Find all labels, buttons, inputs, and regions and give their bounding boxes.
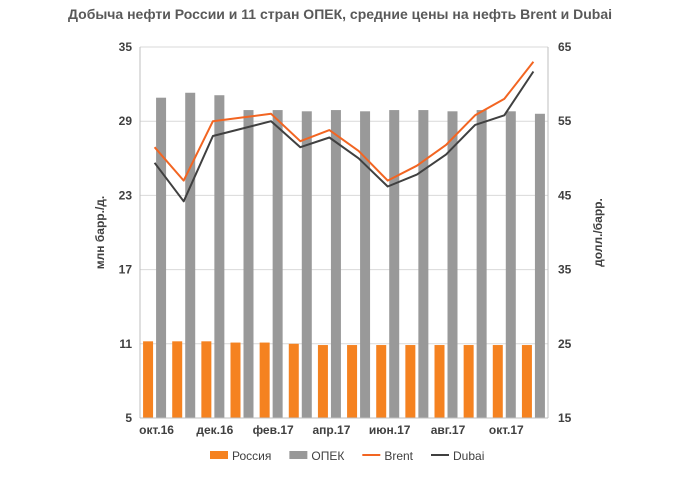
- legend-swatch-Россия: [210, 451, 228, 459]
- line-Brent: [153, 61, 535, 182]
- bar-ОПЕК: [301, 111, 312, 418]
- y-tick-label: 17: [119, 263, 133, 277]
- y2-tick-label: 35: [558, 263, 572, 277]
- legend-label-Россия: Россия: [232, 449, 271, 463]
- bar-ОПЕК: [272, 110, 283, 418]
- y-tick-label: 35: [119, 40, 133, 54]
- y2-tick-label: 65: [558, 40, 572, 54]
- bar-Россия: [347, 345, 358, 418]
- y-tick-label: 29: [119, 114, 133, 128]
- bar-ОПЕК: [476, 110, 487, 418]
- lines: [153, 61, 535, 203]
- bar-ОПЕК: [330, 110, 341, 418]
- x-tick-label: июн.17: [369, 423, 411, 437]
- bar-ОПЕК: [505, 111, 516, 418]
- bar-Россия: [288, 343, 299, 418]
- bar-ОПЕК: [360, 111, 371, 418]
- bar-Россия: [317, 345, 328, 418]
- line-Dubai: [153, 70, 535, 203]
- bar-ОПЕК: [534, 113, 545, 418]
- bar-Россия: [172, 341, 183, 418]
- bar-Россия: [521, 345, 532, 418]
- bar-Россия: [259, 342, 270, 418]
- y2-tick-label: 25: [558, 337, 572, 351]
- bar-Россия: [201, 341, 212, 418]
- axes: 5 11 17 23 29 35 15 25 35 45 55 65 окт.16 дек.16 фев.1…: [93, 40, 605, 437]
- bar-ОПЕК: [243, 110, 254, 418]
- bar-ОПЕК: [214, 95, 225, 418]
- x-tick-label: фев.17: [253, 423, 294, 437]
- bar-Россия: [230, 342, 241, 418]
- y2-tick-label: 15: [558, 411, 572, 425]
- bar-ОПЕК: [447, 111, 458, 418]
- x-tick-label: апр.17: [312, 423, 350, 437]
- y-tick-label: 11: [119, 337, 132, 351]
- x-tick-label: авг.17: [431, 423, 466, 437]
- bar-Россия: [143, 341, 154, 418]
- chart-title: Добыча нефти России и 11 стран ОПЕК, сре…: [68, 6, 612, 22]
- bar-Россия: [405, 345, 416, 418]
- gridlines: [140, 46, 548, 419]
- legend-label-Brent: Brent: [384, 449, 413, 463]
- x-tick-label: окт.16: [139, 423, 174, 437]
- bar-Россия: [376, 345, 387, 418]
- y-tick-label: 5: [125, 411, 132, 425]
- legend-swatch-ОПЕК: [289, 451, 308, 459]
- y-axis-title: млн барр./д.: [93, 196, 107, 269]
- bar-Россия: [492, 345, 503, 418]
- bar-ОПЕК: [418, 110, 429, 418]
- bar-Россия: [434, 345, 445, 418]
- legend-label-Dubai: Dubai: [453, 449, 484, 463]
- legend-label-ОПЕК: ОПЕК: [311, 449, 344, 463]
- bars: [143, 92, 545, 419]
- y2-axis-title: долл./барр.: [591, 198, 605, 267]
- bar-ОПЕК: [389, 110, 400, 418]
- y-tick-label: 23: [119, 188, 133, 202]
- bar-Россия: [463, 345, 474, 418]
- y2-tick-label: 45: [558, 188, 572, 202]
- bar-ОПЕК: [156, 97, 167, 418]
- y2-tick-label: 55: [558, 114, 572, 128]
- legend: Россия ОПЕК Brent Dubai: [210, 449, 484, 463]
- x-tick-label: окт.17: [489, 423, 524, 437]
- bar-ОПЕК: [185, 92, 196, 419]
- x-tick-label: дек.16: [196, 423, 233, 437]
